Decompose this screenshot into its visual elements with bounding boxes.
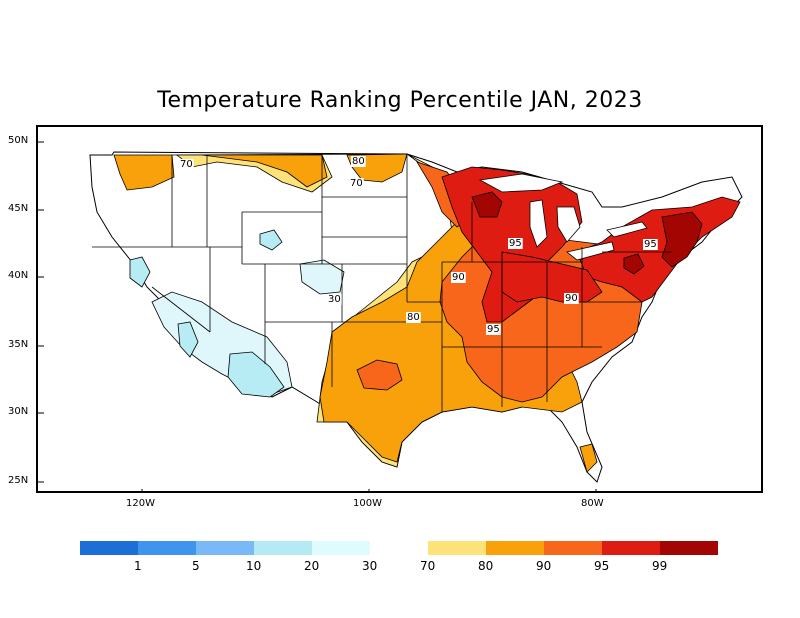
colorbar-cool xyxy=(80,541,370,555)
contour-label: 95 xyxy=(509,238,522,249)
warm-area-darkred-michigan xyxy=(471,191,503,218)
colorbar-segment xyxy=(138,541,196,555)
contour-label: 70 xyxy=(180,159,193,170)
us-map: 70 80 70 95 90 80 30 90 95 95 xyxy=(38,141,743,491)
warm-area-darkorange-texas xyxy=(356,359,403,391)
contour-label-background xyxy=(406,312,421,323)
warm-area-orange-florida xyxy=(579,443,598,473)
lon-label-80w: 80W xyxy=(581,498,604,509)
warm-area-darkred-northeast xyxy=(661,211,703,268)
lat-label-40n: 40N xyxy=(8,270,29,281)
colorbar-label: 70 xyxy=(420,559,436,573)
colorbar-label: 95 xyxy=(594,559,610,573)
contour-label: 90 xyxy=(452,272,465,283)
contour-label: 70 xyxy=(350,178,363,189)
lat-label-50n: 50N xyxy=(8,135,29,146)
contour-label-background xyxy=(327,294,342,305)
contour-label-background xyxy=(643,239,658,250)
cool-area-colorado xyxy=(299,259,345,295)
contour-label: 30 xyxy=(328,294,341,305)
contour-label: 90 xyxy=(565,293,578,304)
contour-labels: 70 80 70 95 90 80 30 90 95 95 xyxy=(179,156,658,335)
colorbar-label: 5 xyxy=(192,559,200,573)
contour-label-background xyxy=(349,178,364,189)
colorbar-segment xyxy=(254,541,312,555)
contour-label: 95 xyxy=(644,239,657,250)
contour-label: 80 xyxy=(352,156,365,167)
colorbar-label: 1 xyxy=(134,559,142,573)
lon-label-120w: 120W xyxy=(126,498,155,509)
cool-area-arizona xyxy=(227,351,285,398)
lat-label-35n: 35N xyxy=(8,339,29,350)
lat-label-30n: 30N xyxy=(8,406,29,417)
cool-area-california xyxy=(177,321,199,358)
colorbar-segment xyxy=(312,541,370,555)
colorbar-segment xyxy=(196,541,254,555)
cool-area-nevada xyxy=(129,256,151,288)
lat-label-25n: 25N xyxy=(8,475,29,486)
colorbar-label: 10 xyxy=(246,559,262,573)
contour-label: 80 xyxy=(407,312,420,323)
contour-label-background xyxy=(351,156,366,167)
cool-area-wyoming xyxy=(259,229,283,251)
great-lakes xyxy=(478,173,648,261)
contour-label-background xyxy=(451,272,466,283)
colorbar-segment xyxy=(660,541,718,555)
contour-label-background xyxy=(508,238,523,249)
contour-label-background xyxy=(179,159,194,170)
map-panel: 70 80 70 95 90 80 30 90 95 95 xyxy=(36,125,763,493)
colorbar-label: 90 xyxy=(536,559,552,573)
warm-area-darkred-pa xyxy=(623,253,645,275)
contour-label-background xyxy=(564,293,579,304)
colorbar-segment xyxy=(544,541,602,555)
contour-label: 95 xyxy=(487,324,500,335)
colorbar-label: 80 xyxy=(478,559,494,573)
map-title: Temperature Ranking Percentile JAN, 2023 xyxy=(157,88,643,113)
colorbar-segment xyxy=(602,541,660,555)
colorbar-warm xyxy=(428,541,718,555)
lon-label-100w: 100W xyxy=(353,498,382,509)
colorbar-label: 20 xyxy=(304,559,320,573)
colorbar-segment xyxy=(486,541,544,555)
colorbar-label: 30 xyxy=(362,559,378,573)
axis-ticks xyxy=(38,141,597,491)
contour-label-background xyxy=(486,324,501,335)
colorbar-segment xyxy=(80,541,138,555)
colorbar-segment xyxy=(428,541,486,555)
lat-label-45n: 45N xyxy=(8,203,29,214)
state-boundaries xyxy=(92,154,672,412)
colorbar-label: 99 xyxy=(652,559,668,573)
